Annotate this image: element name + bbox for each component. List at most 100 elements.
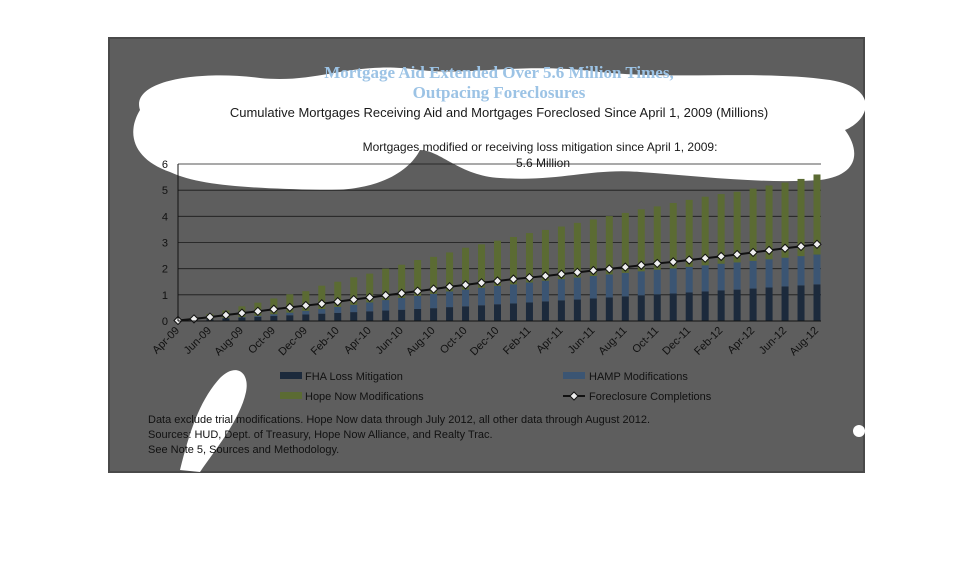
note-line-1: Data exclude trial modifications. Hope N… bbox=[148, 414, 650, 426]
bar-hamp-modifications bbox=[509, 284, 517, 304]
bar-hope-now-modifications bbox=[509, 237, 517, 285]
scribble-dot bbox=[853, 425, 865, 437]
bar-hope-now-modifications bbox=[382, 268, 390, 301]
legend-swatch-hopenow bbox=[280, 392, 302, 399]
bar-fha-loss-mitigation bbox=[653, 294, 661, 321]
y-axis-ticks: 0 1 2 3 4 5 6 bbox=[162, 159, 168, 328]
bar-fha-loss-mitigation bbox=[621, 296, 629, 321]
bar-hamp-modifications bbox=[765, 259, 773, 288]
bar-fha-loss-mitigation bbox=[749, 288, 757, 321]
foreclosure-marker bbox=[652, 258, 662, 269]
bar-hamp-modifications bbox=[573, 277, 581, 300]
bar-hamp-modifications bbox=[350, 304, 358, 313]
foreclosure-marker bbox=[396, 288, 407, 298]
bar-hamp-modifications bbox=[398, 297, 406, 310]
bar-hamp-modifications bbox=[685, 266, 693, 293]
bar-fha-loss-mitigation bbox=[509, 303, 517, 321]
bar-hope-now-modifications bbox=[318, 285, 326, 309]
bar-hope-now-modifications bbox=[605, 216, 613, 275]
x-tick-label: Aug-12 bbox=[788, 325, 822, 359]
bar-hamp-modifications bbox=[318, 308, 326, 314]
y-tick-label: 1 bbox=[162, 290, 168, 302]
bar-hope-now-modifications bbox=[813, 174, 821, 255]
bar-hamp-modifications bbox=[781, 257, 789, 287]
bar-hamp-modifications bbox=[366, 302, 374, 312]
bar-hope-now-modifications bbox=[430, 256, 438, 294]
bar-fha-loss-mitigation bbox=[589, 298, 597, 321]
x-tick-label: Oct-11 bbox=[630, 325, 661, 356]
bar-hamp-modifications bbox=[701, 265, 709, 292]
bar-hamp-modifications bbox=[478, 287, 486, 306]
bar-hope-now-modifications bbox=[749, 188, 757, 261]
foreclosure-line bbox=[173, 239, 822, 326]
bar-hope-now-modifications bbox=[573, 222, 581, 278]
bar-fha-loss-mitigation bbox=[462, 306, 470, 321]
foreclosure-marker bbox=[540, 271, 551, 281]
bar-hamp-modifications bbox=[813, 254, 821, 285]
x-tick-label: Oct-09 bbox=[246, 325, 278, 357]
bar-hamp-modifications bbox=[653, 269, 661, 295]
bar-hamp-modifications bbox=[749, 260, 757, 289]
foreclosure-marker bbox=[812, 239, 822, 250]
bar-hamp-modifications bbox=[334, 306, 342, 313]
y-tick-label: 2 bbox=[162, 264, 168, 276]
y-tick-label: 0 bbox=[162, 316, 168, 328]
x-tick-label: Jun-10 bbox=[373, 325, 405, 357]
bar-hamp-modifications bbox=[557, 279, 565, 301]
chart-annotation-line2: 5.6 Million bbox=[516, 156, 570, 170]
bar-hope-now-modifications bbox=[366, 273, 374, 303]
bar-hope-now-modifications bbox=[398, 264, 406, 298]
foreclosure-marker bbox=[476, 278, 487, 288]
foreclosure-marker bbox=[556, 269, 567, 279]
bar-fha-loss-mitigation bbox=[302, 314, 310, 321]
x-tick-label: Aug-11 bbox=[596, 325, 629, 358]
chart-title-line2: Outpacing Foreclosures bbox=[413, 83, 586, 102]
foreclosure-marker bbox=[285, 302, 295, 313]
y-tick-label: 3 bbox=[162, 238, 168, 250]
x-tick-label: Dec-10 bbox=[468, 325, 502, 359]
bar-hamp-modifications bbox=[717, 263, 725, 291]
x-tick-label: Oct-10 bbox=[438, 325, 470, 357]
bar-fha-loss-mitigation bbox=[781, 286, 789, 321]
foreclosure-marker bbox=[700, 253, 710, 263]
x-tick-label: Jun-09 bbox=[182, 325, 214, 357]
foreclosure-marker bbox=[604, 264, 615, 274]
x-tick-label: Feb-12 bbox=[692, 325, 725, 358]
foreclosure-marker bbox=[492, 276, 503, 286]
legend: FHA Loss Mitigation HAMP Modifications H… bbox=[280, 371, 712, 403]
bar-hamp-modifications bbox=[302, 310, 310, 315]
bar-hamp-modifications bbox=[494, 285, 501, 305]
bar-hamp-modifications bbox=[589, 275, 597, 299]
x-tick-label: Feb-11 bbox=[501, 325, 534, 358]
y-tick-label: 4 bbox=[162, 211, 168, 223]
foreclosure-marker bbox=[732, 249, 742, 260]
bar-hamp-modifications bbox=[270, 314, 278, 317]
bar-hamp-modifications bbox=[541, 280, 549, 302]
bar-fha-loss-mitigation bbox=[813, 284, 821, 321]
foreclosure-marker bbox=[301, 300, 311, 311]
bar-fha-loss-mitigation bbox=[797, 285, 805, 321]
bar-hope-now-modifications bbox=[669, 202, 677, 269]
chart-title-line1: Mortgage Aid Extended Over 5.6 Million T… bbox=[324, 63, 673, 82]
legend-label-foreclosure: Foreclosure Completions bbox=[589, 391, 712, 403]
bar-fha-loss-mitigation bbox=[286, 315, 294, 321]
bar-hamp-modifications bbox=[637, 271, 645, 296]
bar-hamp-modifications bbox=[621, 272, 629, 297]
bar-fha-loss-mitigation bbox=[222, 318, 230, 321]
foreclosure-marker bbox=[189, 314, 199, 324]
foreclosure-marker bbox=[349, 294, 359, 305]
bar-hope-now-modifications bbox=[334, 281, 342, 307]
legend-swatch-hamp bbox=[563, 372, 585, 379]
bar-hamp-modifications bbox=[605, 274, 613, 298]
bar-fha-loss-mitigation bbox=[430, 308, 438, 321]
foreclosure-marker bbox=[636, 260, 646, 270]
bar-fha-loss-mitigation bbox=[254, 316, 262, 321]
bar-fha-loss-mitigation bbox=[717, 290, 725, 321]
legend-label-hopenow: Hope Now Modifications bbox=[305, 391, 424, 403]
foreclosure-marker bbox=[572, 267, 583, 278]
x-tick-label: Apr-11 bbox=[534, 325, 565, 356]
bar-hope-now-modifications bbox=[733, 191, 741, 263]
bar-fha-loss-mitigation bbox=[765, 287, 773, 321]
bar-hamp-modifications bbox=[525, 282, 533, 303]
